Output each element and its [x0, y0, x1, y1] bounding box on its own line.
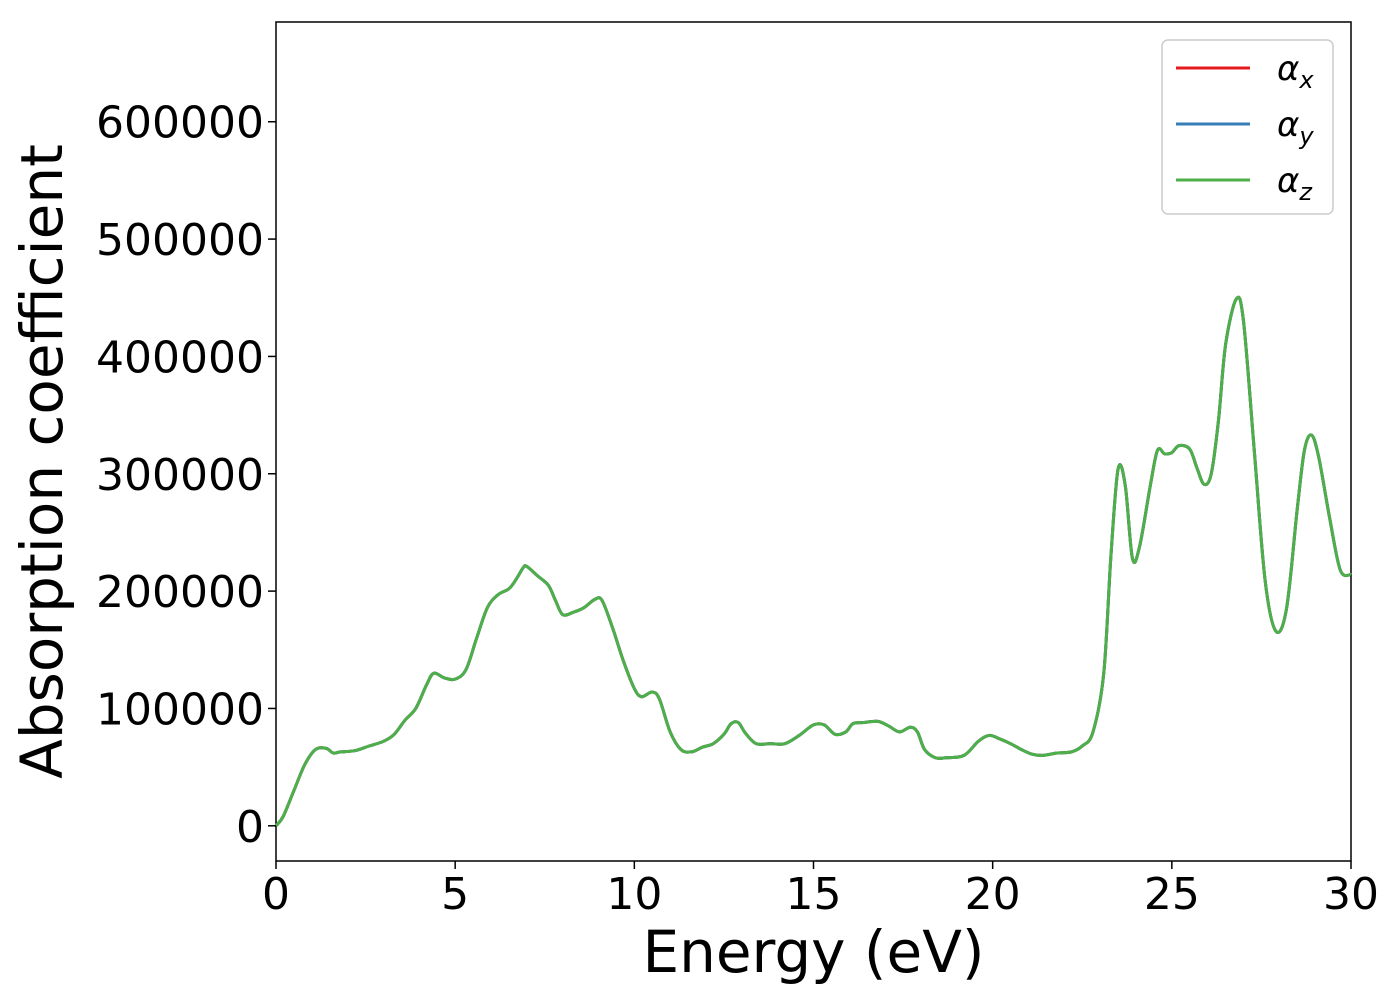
- y-tick-label: 100000: [96, 684, 264, 735]
- legend-box: [1161, 39, 1334, 215]
- y-axis: 0 100000 200000 300000 400000 500000 600000: [96, 98, 276, 853]
- y-tick-label: 300000: [96, 450, 264, 501]
- x-tick-label: 30: [1323, 869, 1379, 920]
- y-tick-label: 400000: [96, 332, 264, 383]
- series-line-z: [274, 295, 1352, 827]
- x-axis: 0 5 10 15 20 25 30: [262, 861, 1379, 920]
- y-tick-label: 600000: [96, 98, 264, 149]
- legend: αx αy αz: [1161, 39, 1334, 215]
- legend-label-z: αz: [1277, 161, 1313, 206]
- legend-label-x: αx: [1277, 49, 1314, 94]
- y-tick-label: 0: [236, 802, 264, 853]
- x-tick-label: 20: [965, 869, 1021, 920]
- x-tick-label: 25: [1144, 869, 1200, 920]
- series-layer: [274, 295, 1352, 827]
- y-tick-label: 200000: [96, 567, 264, 618]
- x-tick-label: 10: [606, 869, 662, 920]
- x-tick-label: 5: [441, 869, 469, 920]
- y-axis-title: Absorption coefficient: [8, 144, 76, 779]
- y-tick-label: 500000: [96, 215, 264, 266]
- x-tick-label: 15: [786, 869, 842, 920]
- x-tick-label: 0: [262, 869, 290, 920]
- x-axis-title: Energy (eV): [642, 918, 984, 986]
- legend-label-y: αy: [1277, 105, 1314, 150]
